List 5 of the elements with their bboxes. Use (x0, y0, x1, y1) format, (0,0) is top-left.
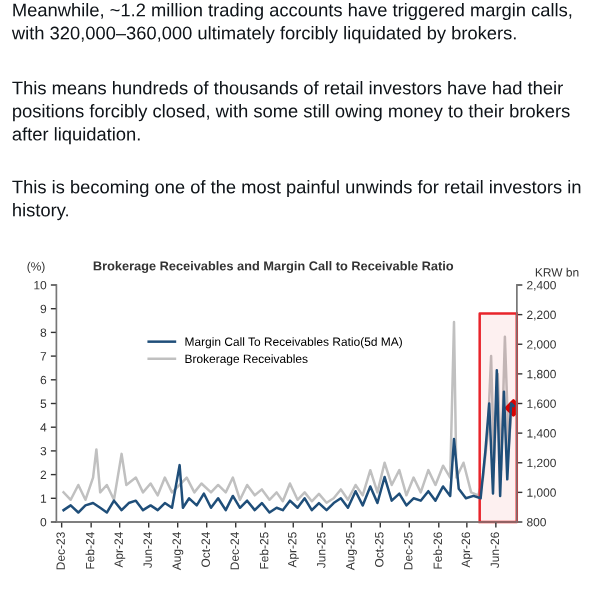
line-series (62, 320, 515, 504)
text: This is becoming one of the most painful unwinds for retail investors in history. (12, 180, 581, 221)
text: Meanwhile, ~1.2 million trading accounts have triggered margin calls, with 320,000–360,000 ultimately forcibly liquidated by brokers. (11, 3, 572, 44)
line-series (62, 369, 515, 514)
text: This means hundreds of thousands of retail investors have had their positions forcibly closed, with some still owing money to their brokers after liquidation. (12, 81, 570, 145)
